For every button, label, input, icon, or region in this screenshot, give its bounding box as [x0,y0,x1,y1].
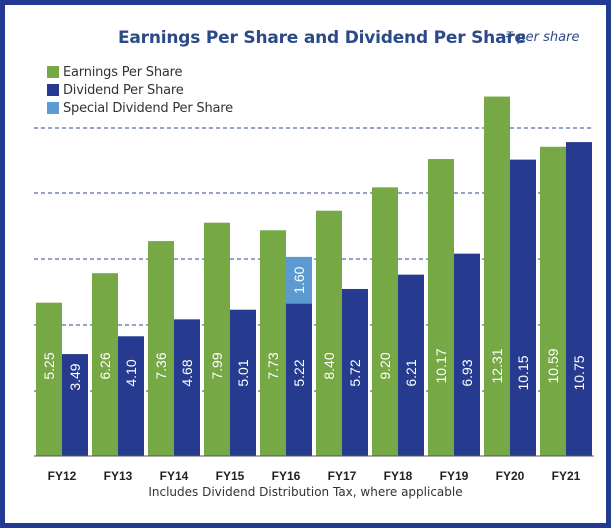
bar-eps-fy21 [540,146,566,456]
x-tick-fy20: FY20 [496,469,525,483]
x-tick-fy14: FY14 [160,469,189,483]
x-tick-fy16: FY16 [272,469,301,483]
label-eps-fy16: 7.73 [265,352,281,379]
x-tick-fy19: FY19 [440,469,469,483]
label-special-fy16: 1.60 [291,266,307,293]
label-dps-fy14: 4.68 [179,359,195,386]
label-dps-fy21: 10.75 [571,355,587,390]
x-axis: FY12 FY13 FY14 FY15 FY16 FY17 FY18 FY19 FY20 FY21 [34,455,594,483]
bar-eps-fy12 [36,302,62,456]
bar-dps-fy13 [118,336,144,456]
bar-dps-fy12 [62,354,88,456]
chart-canvas: 5.25 3.49 6.26 4.10 7.36 4.68 7.99 5.01 7.73 5.22… [34,96,594,483]
x-tick-fy12: FY12 [48,469,77,483]
bar-eps-fy14 [148,241,174,456]
label-dps-fy13: 4.10 [123,359,139,386]
legend-label-special: Special Dividend Per Share [63,100,233,116]
legend-label-dps: Dividend Per Share [63,82,184,98]
x-tick-fy13: FY13 [104,469,133,483]
legend-item-eps: Earnings Per Share [47,63,233,81]
label-dps-fy16: 5.22 [291,359,307,386]
footnote: Includes Dividend Distribution Tax, wher… [148,485,463,499]
bar-eps-fy17 [316,210,342,456]
x-tick-fy21: FY21 [552,469,581,483]
label-eps-fy13: 6.26 [97,352,113,379]
label-dps-fy15: 5.01 [235,359,251,386]
x-tick-fy18: FY18 [384,469,413,483]
label-eps-fy19: 10.17 [433,348,449,383]
legend: Earnings Per Share Dividend Per Share Sp… [47,63,233,117]
bar-dps-fy18 [398,274,424,456]
legend-swatch-dps [47,84,59,96]
legend-swatch-special [47,102,59,114]
x-tick-fy15: FY15 [216,469,245,483]
bar-eps-fy16 [260,230,286,456]
bar-eps-fy19 [428,159,454,456]
legend-item-dps: Dividend Per Share [47,81,233,99]
label-dps-fy20: 10.15 [515,355,531,390]
bar-dps-fy16 [286,303,312,456]
label-dps-fy19: 6.93 [459,359,475,386]
label-dps-fy17: 5.72 [347,359,363,386]
label-dps-fy12: 3.49 [67,363,83,390]
label-eps-fy21: 10.59 [545,348,561,383]
bar-dps-fy19 [454,253,480,456]
bar-special-fy16 [286,256,312,304]
bar-eps-fy15 [204,222,230,456]
label-dps-fy18: 6.21 [403,359,419,386]
label-eps-fy17: 8.40 [321,352,337,379]
unit-label: ₹ per share [505,30,580,45]
label-eps-fy12: 5.25 [41,352,57,379]
x-tick-fy17: FY17 [328,469,357,483]
label-eps-fy20: 12.31 [489,348,505,383]
legend-item-special: Special Dividend Per Share [47,99,233,117]
bar-dps-fy21 [566,142,592,456]
bar-dps-fy14 [174,319,200,456]
legend-swatch-eps [47,66,59,78]
bar-eps-fy13 [92,273,118,456]
bar-dps-fy17 [342,288,368,456]
label-eps-fy14: 7.36 [153,352,169,379]
bar-dps-fy15 [230,309,256,456]
bar-dps-fy20 [510,159,536,456]
chart-title: Earnings Per Share and Dividend Per Shar… [118,28,526,48]
label-eps-fy18: 9.20 [377,352,393,379]
bars [36,96,592,457]
label-eps-fy15: 7.99 [209,352,225,379]
data-labels: 5.25 3.49 6.26 4.10 7.36 4.68 7.99 5.01 7.73 5.22… [41,266,587,390]
bar-eps-fy20 [484,96,510,456]
legend-label-eps: Earnings Per Share [63,64,183,80]
bar-eps-fy18 [372,187,398,457]
